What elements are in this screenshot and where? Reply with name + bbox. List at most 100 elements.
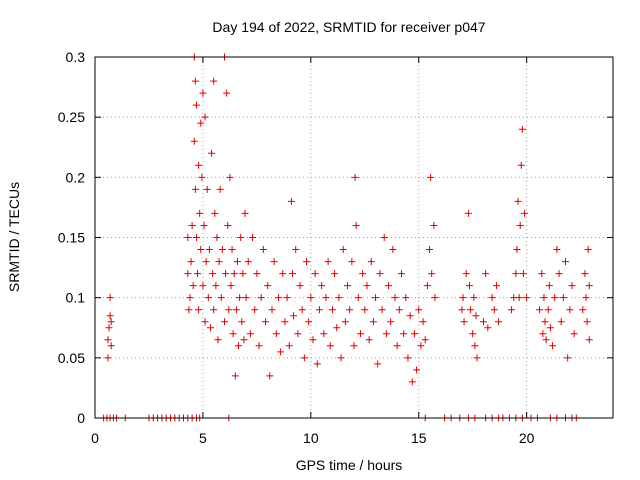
axis-ticks [94, 56, 613, 419]
data-point [581, 270, 589, 278]
data-point [417, 342, 425, 350]
data-point [305, 318, 313, 326]
data-point [195, 306, 203, 314]
data-point [185, 306, 193, 314]
data-point [190, 137, 198, 145]
x-tick-label: 20 [519, 430, 535, 446]
data-point [538, 270, 546, 278]
data-point [246, 330, 254, 338]
data-point [253, 270, 261, 278]
data-point [339, 246, 347, 254]
data-point [320, 330, 328, 338]
data-point [459, 294, 467, 302]
data-point [346, 306, 354, 314]
data-point [352, 221, 360, 229]
data-point [290, 312, 298, 320]
data-point [331, 270, 339, 278]
data-point [516, 221, 524, 229]
data-point [298, 306, 306, 314]
data-point [324, 258, 332, 266]
data-point [104, 336, 112, 344]
y-tick-label: 0 [77, 410, 85, 426]
data-point [546, 324, 554, 332]
data-point [568, 282, 576, 290]
data-point [393, 342, 401, 350]
data-point [382, 330, 390, 338]
data-point [222, 270, 230, 278]
data-point [584, 246, 592, 254]
data-point [294, 330, 302, 338]
data-point [223, 89, 231, 97]
data-point [426, 246, 434, 254]
data-point [215, 258, 223, 266]
data-point [460, 318, 468, 326]
data-point [423, 282, 431, 290]
data-point [515, 294, 523, 302]
data-point [410, 330, 418, 338]
data-point [333, 324, 341, 332]
data-point [307, 294, 315, 302]
data-point [311, 270, 319, 278]
data-point [232, 306, 240, 314]
data-point [328, 306, 336, 314]
data-point [236, 294, 244, 302]
data-point [242, 294, 250, 302]
data-point [380, 234, 388, 241]
data-point [106, 294, 114, 302]
data-point [300, 354, 308, 362]
data-point [264, 282, 272, 290]
data-point [488, 294, 496, 302]
data-point [553, 246, 561, 254]
data-point [473, 354, 481, 362]
data-point [229, 330, 237, 338]
data-point [579, 306, 587, 314]
data-point [191, 185, 199, 193]
data-point [470, 294, 478, 302]
data-point [508, 306, 516, 314]
data-point [369, 318, 377, 326]
data-point [104, 354, 112, 362]
data-point [397, 270, 405, 278]
data-point [387, 318, 395, 326]
data-point [262, 318, 270, 326]
data-point [272, 330, 280, 338]
data-point [514, 197, 522, 205]
data-point [389, 246, 397, 254]
data-point [277, 348, 285, 356]
data-point [195, 161, 203, 169]
data-point [197, 246, 205, 254]
data-point [350, 342, 358, 350]
data-point [287, 197, 295, 205]
data-point [288, 270, 296, 278]
data-point [225, 306, 233, 314]
data-point [545, 282, 553, 290]
data-point [582, 294, 590, 302]
data-point [462, 270, 470, 278]
data-point [585, 336, 593, 344]
y-tick-label: 0.15 [58, 230, 85, 246]
data-point [322, 294, 330, 302]
data-point [233, 258, 241, 266]
data-point [259, 246, 267, 254]
data-point [341, 318, 349, 326]
data-point [318, 282, 326, 290]
data-point [257, 294, 265, 302]
y-tick-label: 0.2 [66, 169, 86, 185]
data-point [206, 324, 214, 332]
data-point [186, 294, 194, 302]
data-point [415, 306, 423, 314]
data-point [513, 246, 521, 254]
data-point [221, 318, 228, 326]
data-point [464, 209, 472, 217]
data-point [402, 294, 410, 302]
data-point [199, 89, 207, 97]
data-point [192, 101, 200, 109]
data-point [482, 270, 490, 278]
data-point [404, 354, 412, 362]
data-point [541, 318, 549, 326]
data-point [427, 173, 435, 181]
data-point [480, 318, 487, 326]
data-point [400, 330, 408, 338]
data-point [519, 270, 527, 278]
data-point [205, 246, 213, 254]
